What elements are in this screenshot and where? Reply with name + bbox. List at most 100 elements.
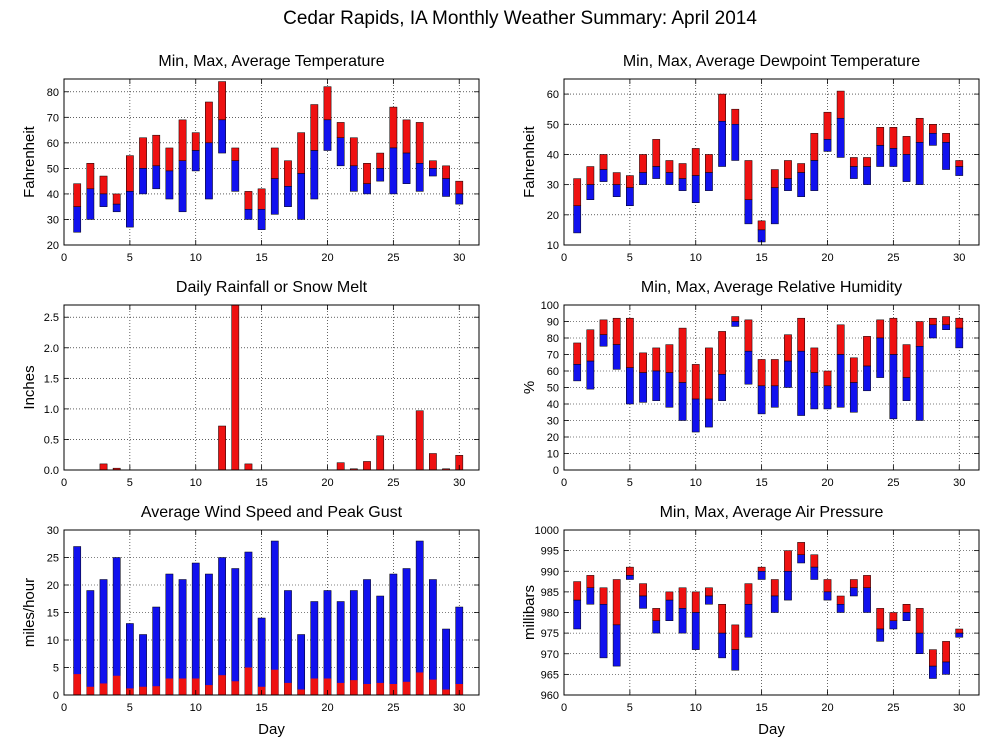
temperature-bar-lower xyxy=(336,137,345,167)
pressure-bar-lower xyxy=(955,632,964,638)
temperature-bar-upper xyxy=(270,147,279,179)
pressure-bar-upper xyxy=(757,566,766,572)
dewpoint-bar-lower xyxy=(823,139,832,152)
dewpoint-bar-upper xyxy=(889,127,898,149)
wind-bar-avg xyxy=(165,678,174,695)
pressure-xtick-label: 20 xyxy=(821,702,833,714)
dewpoint-bar-upper xyxy=(823,111,832,140)
temperature-bar-upper xyxy=(205,101,213,144)
humidity-bar-upper xyxy=(678,327,687,383)
pressure-bar-lower xyxy=(915,632,924,654)
pressure-title: Min, Max, Average Air Pressure xyxy=(660,504,884,521)
dewpoint-bar-upper xyxy=(731,108,740,125)
humidity-xtick-label: 20 xyxy=(821,477,833,489)
temperature-bar-lower xyxy=(297,173,306,220)
dewpoint-ytick-label: 50 xyxy=(547,119,559,131)
dewpoint-bar-lower xyxy=(573,205,582,234)
figure-title: Cedar Rapids, IA Monthly Weather Summary… xyxy=(283,8,757,29)
humidity-bar-upper xyxy=(810,347,819,373)
wind-bar-gust xyxy=(231,568,240,696)
wind-bar-gust xyxy=(429,579,437,696)
dewpoint-bar-lower xyxy=(770,187,779,225)
pressure-bar-upper xyxy=(955,628,964,634)
pressure-bar-upper xyxy=(849,579,858,588)
humidity-bar-lower xyxy=(678,382,687,421)
wind-bar-avg xyxy=(113,675,121,695)
pressure-bar-lower xyxy=(586,587,595,605)
wind-bar-gust xyxy=(297,634,306,696)
humidity-bar-upper xyxy=(863,336,871,367)
rainfall-xtick-label: 25 xyxy=(387,477,399,489)
pressure-bar-upper xyxy=(823,579,832,593)
wind-panel: 0 5 10 15 20 25 30 0 5 10 15 20 25 30 Average Wind Spe… xyxy=(21,504,480,738)
rainfall-plot-frame xyxy=(63,304,480,471)
temperature-xtick-label: 0 xyxy=(61,252,67,264)
dewpoint-bar-upper xyxy=(652,139,661,167)
temperature-bar-upper xyxy=(349,137,358,167)
wind-ytick-label: 25 xyxy=(47,553,59,565)
pressure-bar-upper xyxy=(691,591,700,613)
dewpoint-bar-lower xyxy=(942,142,950,170)
humidity-bar-lower xyxy=(757,385,766,415)
pressure-xtick-label: 30 xyxy=(953,702,965,714)
humidity-bar-lower xyxy=(626,367,634,405)
dewpoint-xtick-label: 15 xyxy=(755,252,767,264)
humidity-panel: 0 10 20 30 40 50 60 70 80 90 100 0 5 10 15 20 25 30 Min, M… xyxy=(521,279,980,489)
wind-ytick-label: 10 xyxy=(47,635,59,647)
dewpoint-bar-lower xyxy=(612,184,621,197)
wind-bar-gust xyxy=(191,562,200,696)
humidity-ytick-label: 0 xyxy=(553,465,559,477)
temperature-bar-lower xyxy=(270,178,279,215)
pressure-bar-upper xyxy=(876,608,885,630)
dewpoint-bar-upper xyxy=(612,172,621,185)
temperature-bar-lower xyxy=(191,150,200,172)
pressure-bar-lower xyxy=(718,632,726,659)
humidity-ytick-label: 90 xyxy=(547,317,559,329)
dewpoint-bar-upper xyxy=(705,154,713,173)
temperature-bar-upper xyxy=(376,152,385,169)
humidity-bar-lower xyxy=(823,385,832,410)
temperature-bar-upper xyxy=(297,132,306,174)
humidity-bar-lower xyxy=(599,334,608,347)
humidity-bar-upper xyxy=(915,321,924,347)
humidity-ytick-label: 20 xyxy=(547,432,559,444)
pressure-bar-lower xyxy=(626,575,634,580)
pressure-bar-upper xyxy=(744,583,753,605)
wind-bar-avg xyxy=(363,684,371,695)
pressure-bar-upper xyxy=(652,608,661,621)
dewpoint-bar-lower xyxy=(915,142,924,185)
dewpoint-bar-upper xyxy=(810,133,819,161)
rainfall-bar xyxy=(99,463,108,471)
temperature-bar-upper xyxy=(112,193,121,205)
pressure-ytick-label: 970 xyxy=(541,649,559,661)
humidity-bar-upper xyxy=(586,329,595,362)
humidity-bar-upper xyxy=(731,316,740,322)
pressure-xtick-label: 25 xyxy=(887,702,899,714)
dewpoint-bar-lower xyxy=(626,187,634,207)
wind-bar-avg xyxy=(86,686,94,695)
temperature-bar-lower xyxy=(349,165,358,192)
wind-xtick-label: 5 xyxy=(127,702,133,714)
temperature-bar-upper xyxy=(191,132,200,151)
rainfall-panel: 0.0 0.5 1.0 1.5 2.0 2.5 0 5 10 15 20 25 30 Daily Rain… xyxy=(21,279,480,489)
humidity-bar-upper xyxy=(849,357,858,383)
humidity-bar-upper xyxy=(626,317,634,368)
rainfall-bar xyxy=(244,463,253,471)
temperature-bar-lower xyxy=(244,208,253,220)
wind-bar-avg xyxy=(350,680,358,695)
dewpoint-ylabel: Fahrenheit xyxy=(521,125,538,198)
dewpoint-bar-upper xyxy=(757,220,766,231)
dewpoint-ytick-label: 10 xyxy=(547,240,559,252)
humidity-bar-lower xyxy=(586,360,595,390)
humidity-bar-lower xyxy=(770,385,779,408)
humidity-bar-lower xyxy=(573,364,582,382)
dewpoint-bar-lower xyxy=(797,172,806,197)
temperature-bar-upper xyxy=(178,119,187,161)
pressure-bar-upper xyxy=(942,641,950,663)
humidity-bar-lower xyxy=(929,324,937,339)
humidity-bar-upper xyxy=(599,319,608,335)
pressure-bar-upper xyxy=(612,579,621,626)
humidity-bar-lower xyxy=(955,327,964,349)
pressure-bar-lower xyxy=(639,595,647,609)
